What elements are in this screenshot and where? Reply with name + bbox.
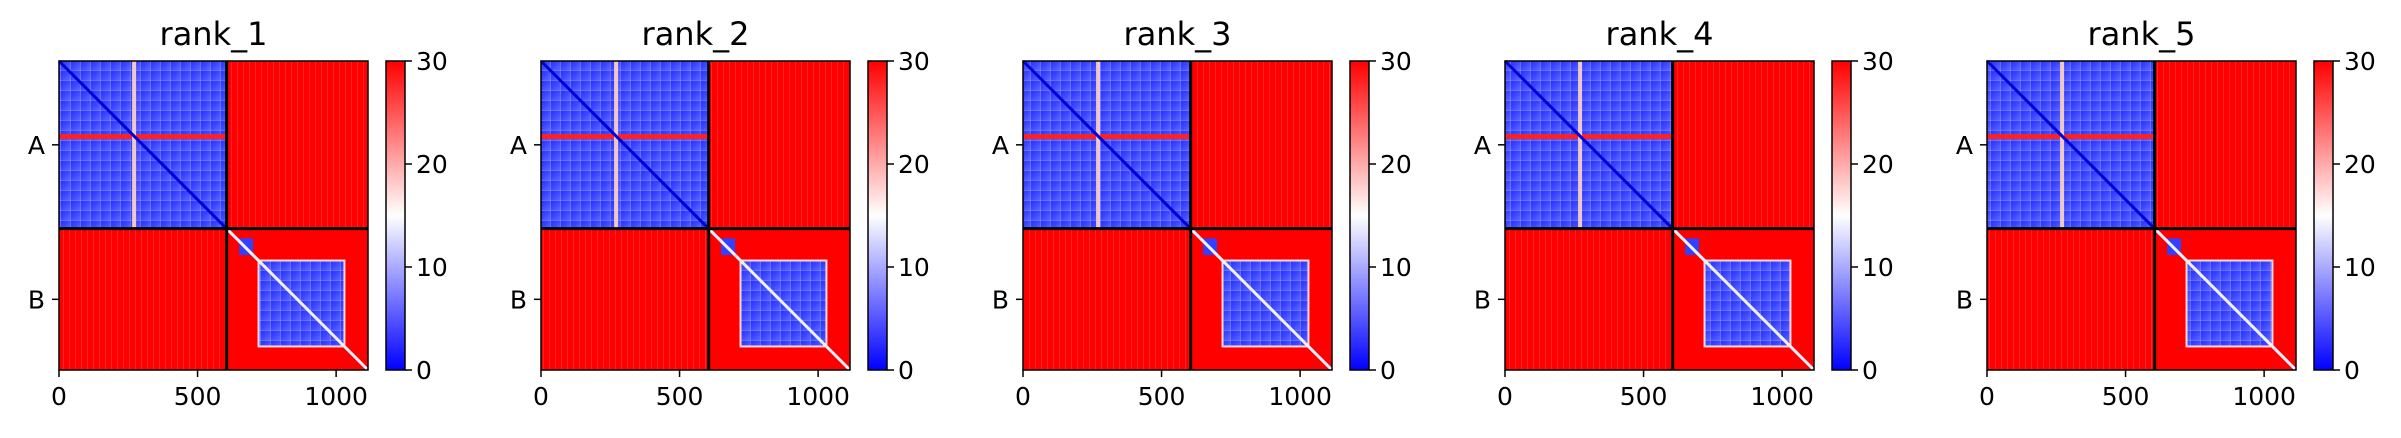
block-A-B (2154, 61, 2296, 229)
colorbar-tick-label: 30 (1380, 47, 1412, 76)
stripe-row-A (541, 134, 709, 140)
colorbar-tick-label: 30 (1862, 47, 1894, 76)
y-tick-label: B (1474, 285, 1491, 314)
colorbar-tick-label: 20 (1862, 150, 1894, 179)
x-tick-label: 500 (1620, 382, 1668, 411)
stripe-row-A (1505, 134, 1673, 140)
panel-5: rank_5 0 500 1000 A B 0 10 20 30 (1956, 15, 2376, 411)
diagonal-B (225, 227, 370, 372)
colorbar-tick-label: 30 (2344, 47, 2376, 76)
colorbar-tick-label: 30 (416, 47, 448, 76)
colorbar-tick-label: 10 (898, 253, 930, 282)
x-tick-label: 500 (174, 382, 222, 411)
stripe-col-A (1578, 61, 1583, 229)
block-B-A (541, 228, 709, 370)
y-tick-label: A (1956, 131, 1973, 160)
stripe-col-A (1096, 61, 1101, 229)
block-B-A (59, 228, 227, 370)
colorbar-tick-label: 20 (898, 150, 930, 179)
diagonal-B (2153, 227, 2298, 372)
panel-3: rank_3 0 500 1000 A B 0 10 20 30 (992, 15, 1412, 411)
axes-frame (58, 60, 369, 371)
panel-title: rank_3 (1124, 15, 1232, 53)
diagonal-A (1985, 59, 2156, 230)
x-tick-label: 500 (656, 382, 704, 411)
stripe-col-A (614, 61, 619, 229)
x-tick-label: 500 (1138, 382, 1186, 411)
x-tick-label: 0 (1015, 382, 1031, 411)
x-tick-label: 500 (2102, 382, 2150, 411)
colorbar-tick-label: 0 (1380, 356, 1396, 385)
colorbar-tick-label: 0 (1862, 356, 1878, 385)
colorbar (385, 60, 406, 371)
diagonal-A (1021, 59, 1192, 230)
diagonal-A (57, 59, 228, 230)
panel-title: rank_4 (1606, 15, 1714, 53)
y-tick-label: B (992, 285, 1009, 314)
colorbar-tick-label: 10 (2344, 253, 2376, 282)
block-B-A (1987, 228, 2155, 370)
block-A-B (1190, 61, 1332, 229)
colorbar-tick-label: 20 (2344, 150, 2376, 179)
colorbar-tick-label: 0 (416, 356, 432, 385)
stripe-row-A (1987, 134, 2155, 140)
colorbar (1831, 60, 1852, 371)
diagonal-A (539, 59, 710, 230)
panel-1: rank_1 0 500 1000 A B 0 10 20 30 (28, 15, 448, 411)
block-B-A (1023, 228, 1191, 370)
colorbar (2313, 60, 2334, 371)
x-tick-label: 1000 (1750, 382, 1814, 411)
panel-2: rank_2 0 500 1000 A B 0 10 20 30 (510, 15, 930, 411)
colorbar (1349, 60, 1370, 371)
diagonal-B (707, 227, 852, 372)
diagonal-B (1189, 227, 1334, 372)
panel-4: rank_4 0 500 1000 A B 0 10 20 30 (1474, 15, 1894, 411)
y-tick-label: A (28, 131, 45, 160)
colorbar-tick-label: 0 (2344, 356, 2360, 385)
x-tick-label: 0 (1497, 382, 1513, 411)
x-tick-label: 0 (1979, 382, 1995, 411)
y-tick-label: A (1474, 131, 1491, 160)
stripe-col-A (132, 61, 137, 229)
axes-frame (1504, 60, 1815, 371)
block-A-B (1672, 61, 1814, 229)
axes-frame (1022, 60, 1333, 371)
stripe-col-A (2060, 61, 2065, 229)
panel-title: rank_2 (642, 15, 750, 53)
block-A-B (226, 61, 368, 229)
x-tick-label: 0 (533, 382, 549, 411)
x-tick-label: 1000 (2232, 382, 2296, 411)
colorbar-tick-label: 10 (416, 253, 448, 282)
stripe-row-A (1023, 134, 1191, 140)
panel-title: rank_1 (160, 15, 268, 53)
axes-frame (540, 60, 851, 371)
colorbar (867, 60, 888, 371)
y-tick-label: A (510, 131, 527, 160)
colorbar-tick-label: 0 (898, 356, 914, 385)
stripe-row-A (59, 134, 227, 140)
y-tick-label: B (510, 285, 527, 314)
colorbar-tick-label: 20 (416, 150, 448, 179)
diagonal-B (1671, 227, 1816, 372)
block-A-B (708, 61, 850, 229)
colorbar-tick-label: 30 (898, 47, 930, 76)
x-tick-label: 1000 (786, 382, 850, 411)
y-tick-label: A (992, 131, 1009, 160)
block-B-A (1505, 228, 1673, 370)
x-tick-label: 0 (51, 382, 67, 411)
axes-frame (1986, 60, 2297, 371)
colorbar-tick-label: 10 (1380, 253, 1412, 282)
colorbar-tick-label: 20 (1380, 150, 1412, 179)
y-tick-label: B (28, 285, 45, 314)
x-tick-label: 1000 (304, 382, 368, 411)
diagonal-A (1503, 59, 1674, 230)
y-tick-label: B (1956, 285, 1973, 314)
panel-title: rank_5 (2088, 15, 2196, 53)
x-tick-label: 1000 (1268, 382, 1332, 411)
colorbar-tick-label: 10 (1862, 253, 1894, 282)
